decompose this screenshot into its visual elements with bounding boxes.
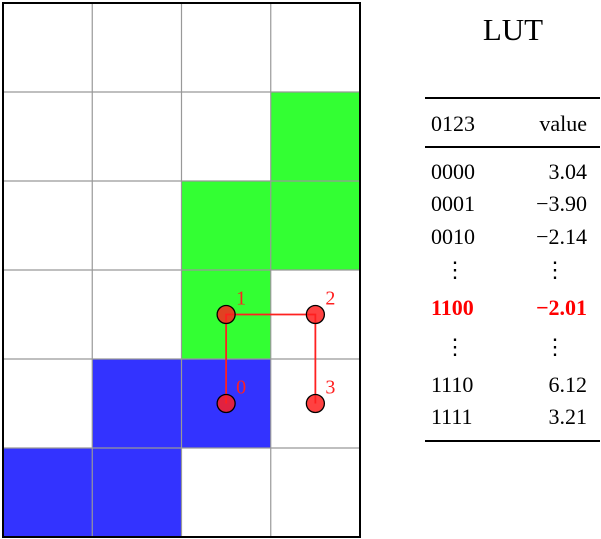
grid-cell-blue [92, 448, 182, 537]
grid-cell-blue [3, 448, 93, 537]
bottom-rule [425, 440, 600, 442]
grid-diagram: 0 1 2 3 [2, 2, 361, 538]
row-value: 3.04 [548, 159, 588, 184]
sample-point [305, 304, 326, 325]
top-rule [425, 97, 600, 99]
point-connector [225, 313, 317, 404]
grid-cell-green [181, 181, 271, 270]
row-key: 1111 [431, 404, 473, 429]
grid-cell-green [270, 181, 360, 270]
point-label: 0 [236, 377, 246, 399]
point-label: 2 [325, 288, 335, 310]
header-key: 0123 [431, 111, 475, 136]
row-value: 3.21 [548, 404, 588, 429]
row-key: 0001 [431, 191, 475, 216]
ellipsis-key: ⋮ [444, 334, 466, 359]
ellipsis-value: ⋮ [544, 334, 566, 359]
table-row: 0010 −2.14 [431, 224, 587, 250]
lut-title: LUT [482, 12, 544, 47]
point-label: 1 [236, 288, 246, 310]
mid-rule [425, 146, 600, 148]
header-value: value [539, 111, 587, 136]
table-row: 1110 6.12 [431, 372, 587, 398]
sample-point [305, 393, 326, 414]
row-value: −2.14 [536, 224, 587, 249]
sample-point [216, 304, 236, 325]
row-key: 1110 [431, 372, 474, 397]
table-row: 0001 −3.90 [431, 191, 587, 217]
point-label: 3 [325, 377, 335, 399]
grid-border [2, 2, 361, 538]
table-row: 1111 3.21 [431, 404, 587, 430]
sample-point [216, 393, 236, 414]
row-value: −2.01 [535, 295, 587, 320]
row-key: 1100 [431, 295, 474, 320]
table-header: 0123 value [431, 111, 587, 137]
table-row-highlighted: 1100 −2.01 [431, 295, 587, 321]
ellipsis-value: ⋮ [544, 257, 566, 282]
grid-cell-green [270, 92, 360, 181]
ellipsis-key: ⋮ [444, 257, 466, 282]
row-value: 6.12 [548, 372, 588, 397]
grid-cell-blue [92, 359, 182, 448]
row-key: 0000 [431, 159, 475, 184]
table-row: 0000 3.04 [431, 159, 587, 185]
row-value: −3.90 [536, 191, 587, 216]
row-key: 0010 [431, 224, 475, 249]
